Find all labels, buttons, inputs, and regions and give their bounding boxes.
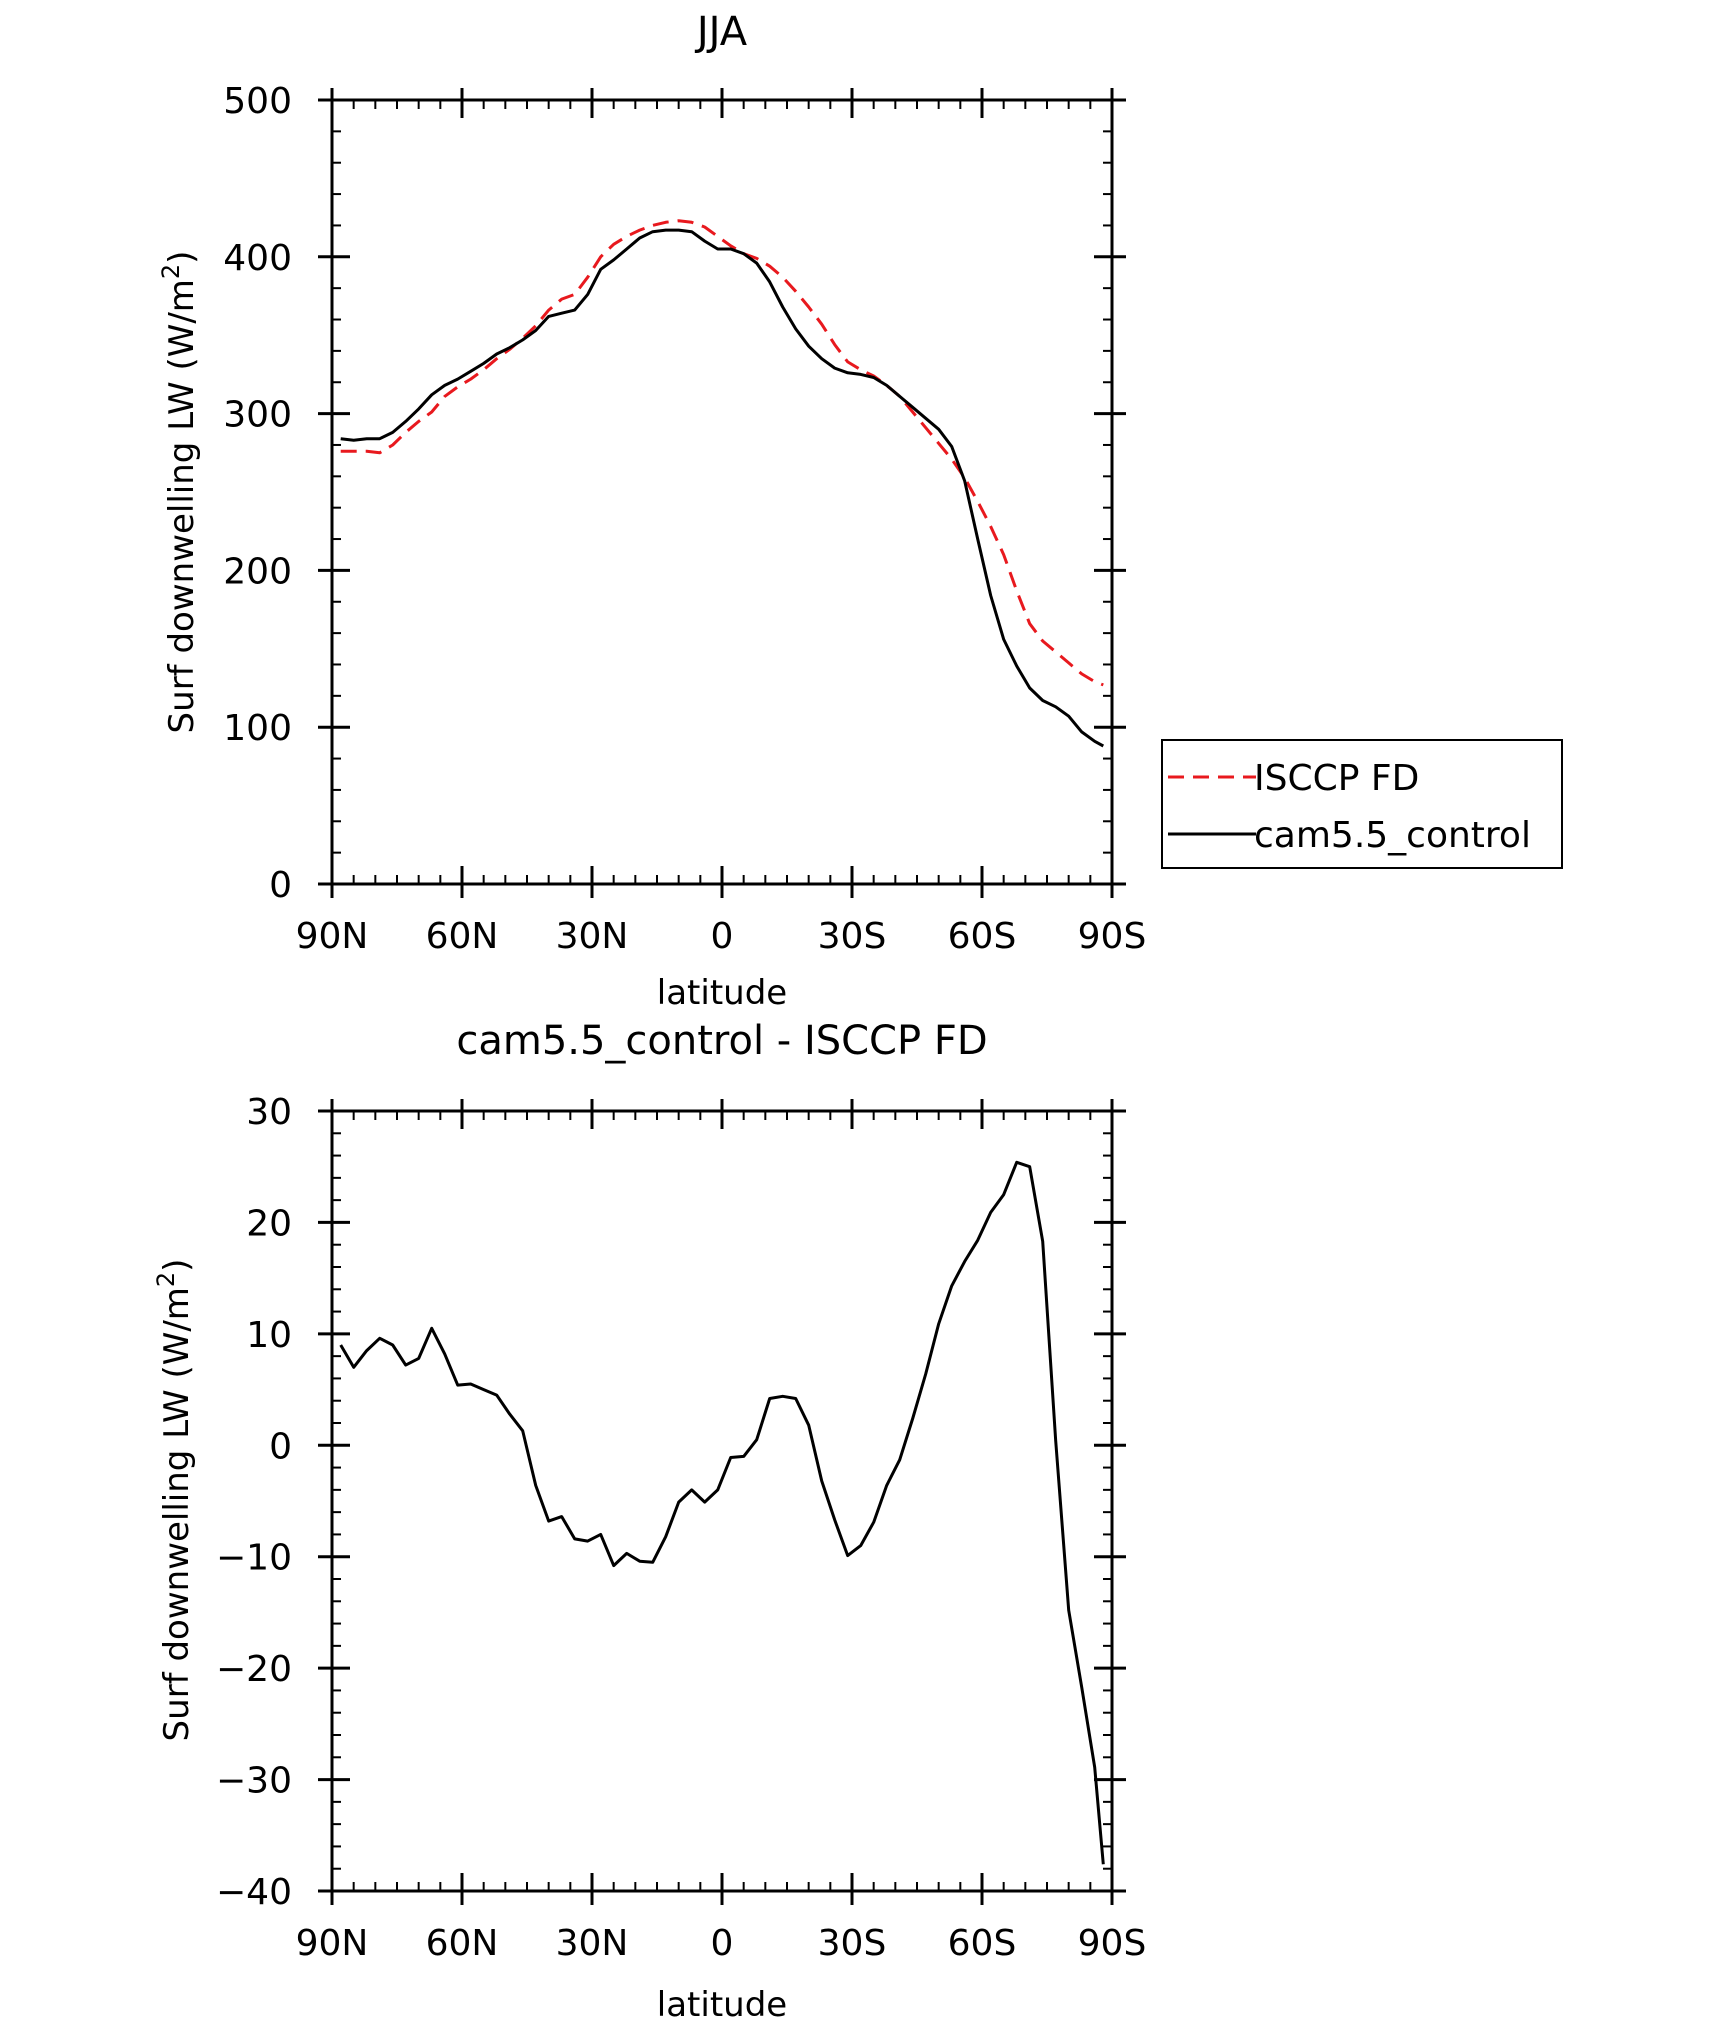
legend-label-cam: cam5.5_control: [1254, 815, 1531, 856]
bottom-y-tick-label: −30: [216, 1761, 292, 1802]
legend-label-isccp: ISCCP FD: [1254, 758, 1419, 799]
bottom-x-tick-label: 30N: [556, 1923, 629, 1964]
bottom-y-axis-label: Surf downwelling LW (W/m2): [152, 1259, 197, 1742]
top-y-axis-label-main: Surf downwelling LW (W/m: [162, 279, 202, 733]
bottom-axis-ticks: 90N 60N 30N 0 30S 60S 90S −40 −30 −20 −10 0 10 20 30: [216, 1092, 1146, 1964]
bottom-panel: cam5.5_control - ISCCP FD 90N 60N 30N 0 30S 6…: [152, 1018, 1146, 2021]
top-series-line-isccp: [340, 219, 1104, 687]
top-y-axis-label-close: ): [162, 251, 202, 264]
bottom-series-group: [339, 1160, 1105, 1865]
bottom-y-tick-label: −40: [216, 1872, 292, 1913]
legend: ISCCP FD cam5.5_control: [1161, 739, 1563, 869]
top-plot-frame: [330, 98, 1114, 886]
top-y-tick-label: 400: [223, 238, 292, 279]
top-panel-title: JJA: [694, 9, 748, 55]
top-x-tick-label: 30S: [818, 916, 887, 957]
bottom-x-tick-label: 60S: [948, 1923, 1017, 1964]
top-x-tick-label: 90S: [1078, 916, 1147, 957]
bottom-y-axis-label-superscript: 2: [152, 1272, 180, 1287]
bottom-series-line-cam: [339, 1160, 1105, 1865]
bottom-y-tick-label: 0: [269, 1426, 292, 1467]
top-panel: JJA 90N 60N 30N 0 30S 60S 90S0100200300400500 …: [157, 9, 1146, 1013]
bottom-plot-frame: [330, 1109, 1114, 1893]
bottom-x-tick-label: 30S: [818, 1923, 887, 1964]
bottom-y-axis-label-close: ): [157, 1259, 197, 1272]
top-y-tick-label: 500: [223, 81, 292, 122]
bottom-x-axis-label: latitude: [657, 1985, 787, 2021]
bottom-x-tick-label: 90N: [296, 1923, 369, 1964]
bottom-y-tick-label: 20: [246, 1203, 292, 1244]
bottom-y-tick-label: −10: [216, 1538, 292, 1579]
bottom-x-tick-label: 60N: [426, 1923, 499, 1964]
top-x-tick-label: 30N: [556, 916, 629, 957]
bottom-y-axis-label-main: Surf downwelling LW (W/m: [157, 1287, 197, 1741]
top-x-tick-label: 60S: [948, 916, 1017, 957]
bottom-y-tick-label: −20: [216, 1649, 292, 1690]
bottom-y-tick-label: 30: [246, 1092, 292, 1133]
top-y-tick-label: 0: [269, 865, 292, 906]
top-series-group: [340, 219, 1105, 748]
top-y-tick-label: 300: [223, 395, 292, 436]
top-y-tick-label: 100: [223, 708, 292, 749]
bottom-x-tick-label: 90S: [1078, 1923, 1147, 1964]
bottom-y-tick-label: 10: [246, 1315, 292, 1356]
top-y-axis-label-superscript: 2: [157, 264, 185, 279]
top-x-axis-label: latitude: [657, 973, 787, 1013]
legend-box: [1161, 739, 1563, 869]
top-x-tick-label: 60N: [426, 916, 499, 957]
bottom-panel-title: cam5.5_control - ISCCP FD: [456, 1018, 987, 1064]
top-x-tick-label: 90N: [296, 916, 369, 957]
bottom-x-tick-label: 0: [711, 1923, 734, 1964]
top-y-tick-label: 200: [223, 551, 292, 592]
top-x-tick-label: 0: [711, 916, 734, 957]
top-series-line-cam: [340, 228, 1105, 748]
top-y-axis-label: Surf downwelling LW (W/m2): [157, 251, 202, 734]
